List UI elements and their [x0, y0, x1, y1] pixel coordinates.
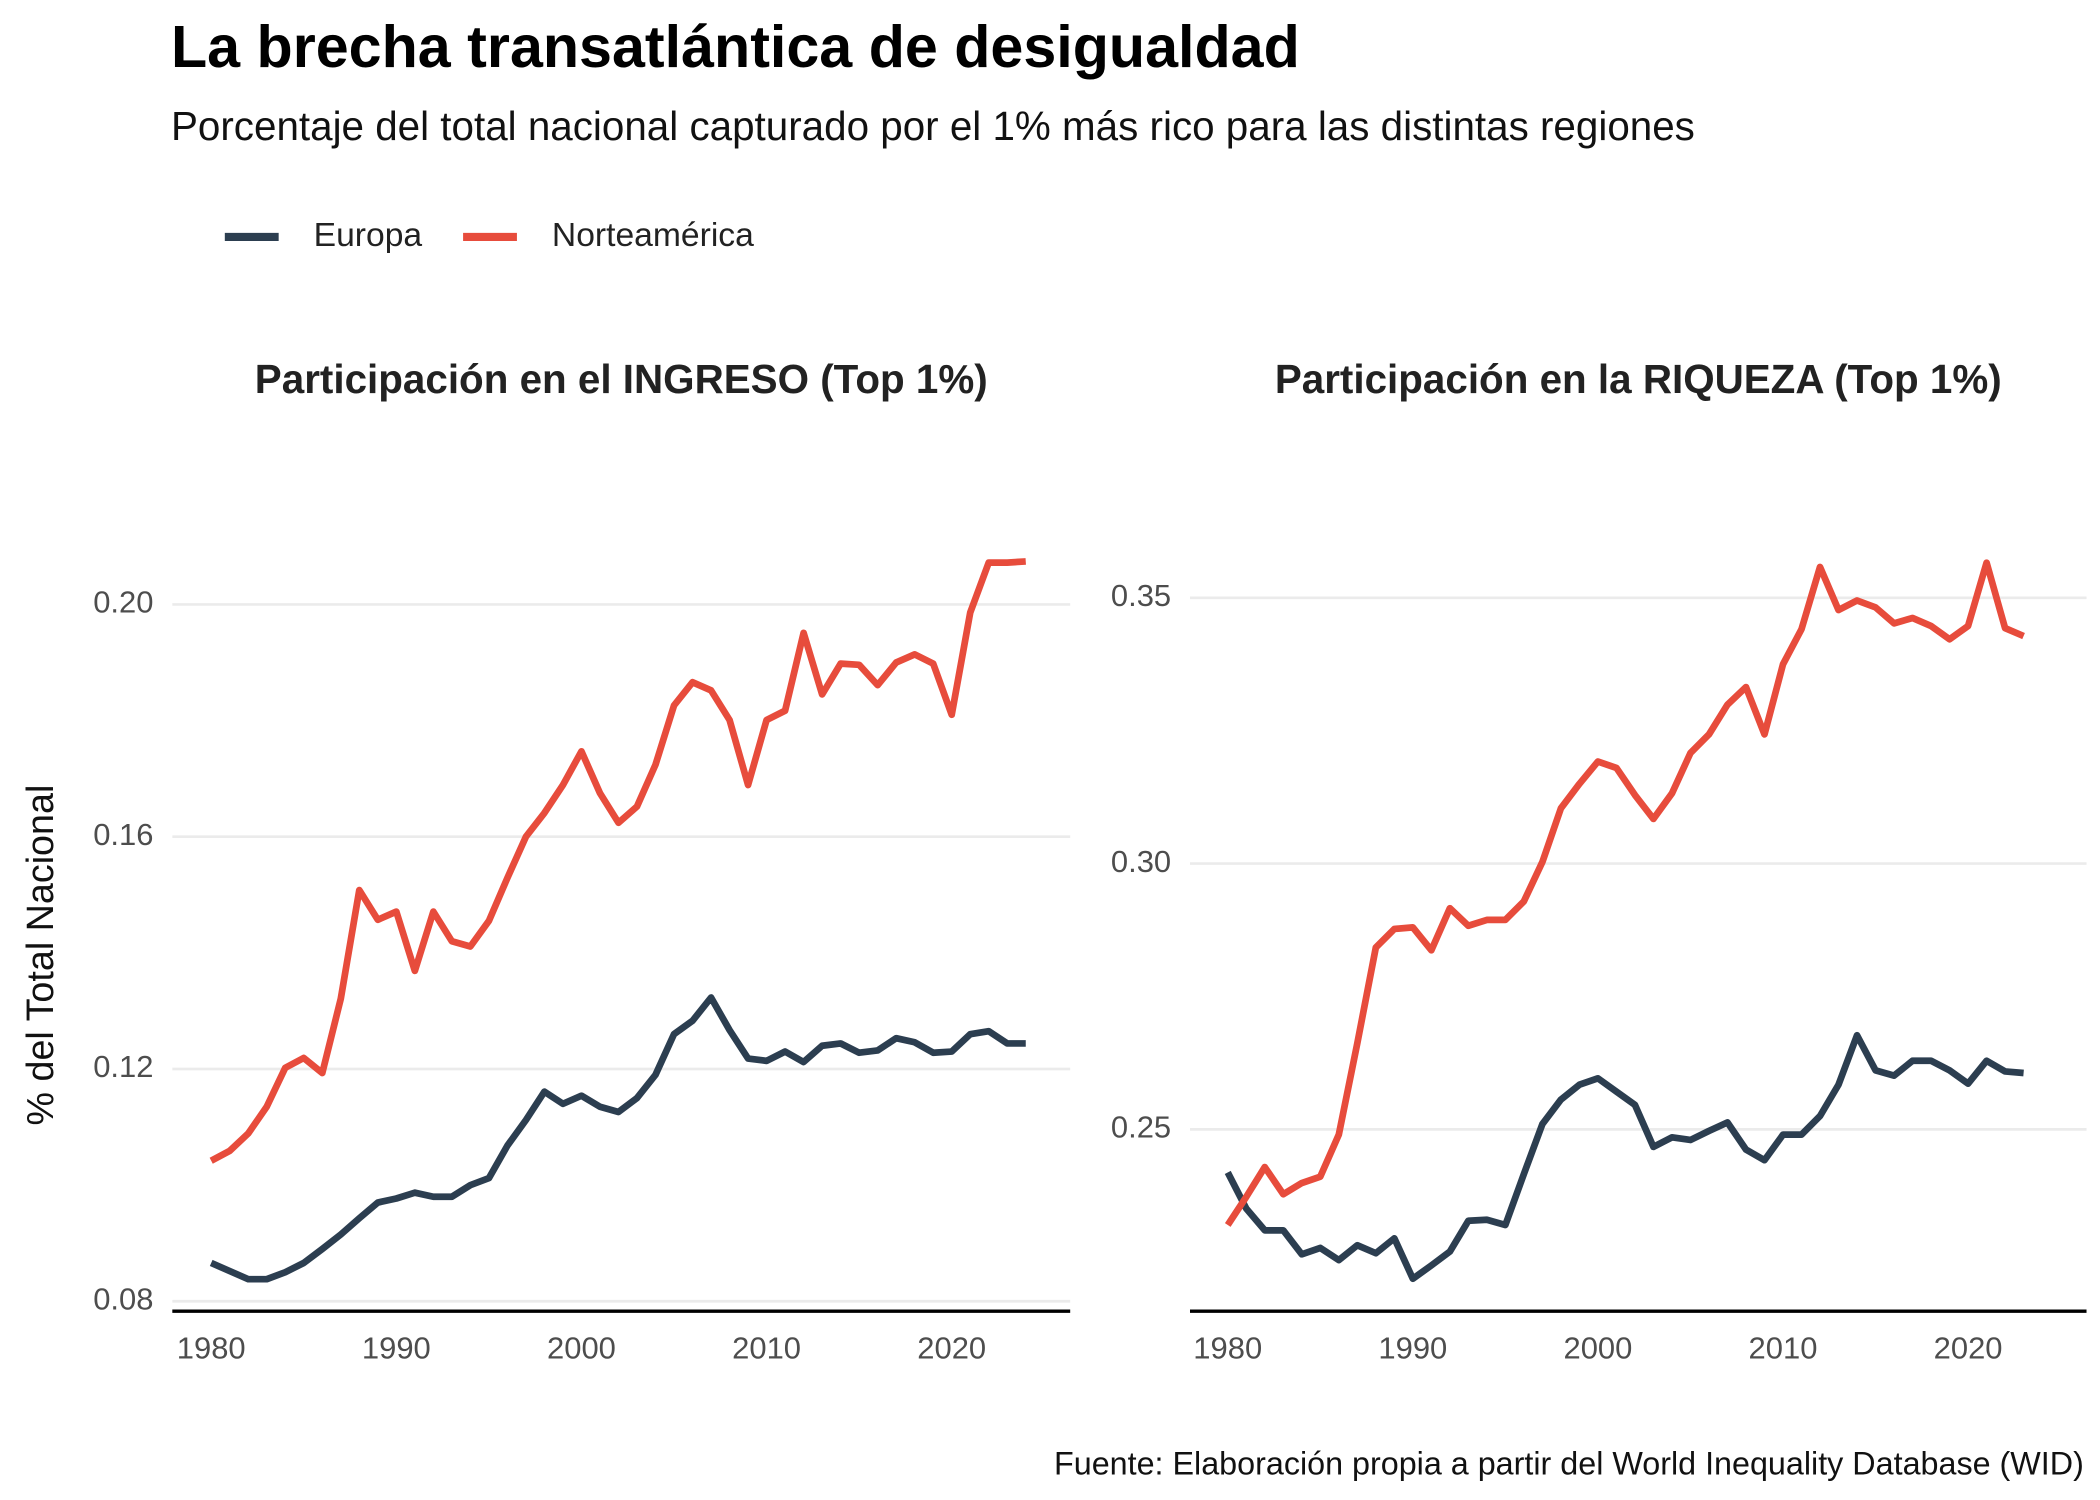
y-tick-label: 0.08 [93, 1281, 153, 1316]
x-tick-label: 1990 [362, 1330, 431, 1365]
y-tick-label: 0.20 [93, 585, 153, 620]
x-tick-label: 2010 [1749, 1330, 1818, 1365]
chart-caption: Fuente: Elaboración propia a partir del … [1054, 1445, 2084, 1481]
y-axis-label: % del Total Nacional [19, 785, 61, 1126]
x-tick-label: 2020 [1934, 1330, 2003, 1365]
y-tick-label: 0.16 [93, 817, 153, 852]
x-tick-label: 2000 [1563, 1330, 1632, 1365]
legend-label: Europa [314, 217, 423, 254]
x-tick-label: 2000 [547, 1330, 616, 1365]
y-tick-label: 0.25 [1111, 1110, 1171, 1145]
x-tick-label: 1990 [1378, 1330, 1447, 1365]
x-tick-label: 1980 [1193, 1330, 1262, 1365]
series-line [1224, 559, 2025, 1227]
panel-title: Participación en el INGRESO (Top 1%) [255, 356, 988, 402]
x-tick-label: 1980 [177, 1330, 246, 1365]
series-line [209, 558, 1026, 1164]
y-tick-label: 0.30 [1111, 844, 1171, 879]
series-line [209, 994, 1026, 1283]
chart-subtitle: Porcentaje del total nacional capturado … [171, 103, 1695, 149]
series-line [1224, 1031, 2024, 1283]
y-tick-label: 0.35 [1111, 578, 1171, 613]
x-tick-label: 2020 [917, 1330, 986, 1365]
x-tick-label: 2010 [732, 1330, 801, 1365]
y-tick-label: 0.12 [93, 1049, 153, 1084]
chart-title: La brecha transatlántica de desigualdad [171, 13, 1300, 80]
legend-label: Norteamérica [552, 217, 754, 254]
panel-title: Participación en la RIQUEZA (Top 1%) [1275, 356, 2002, 402]
